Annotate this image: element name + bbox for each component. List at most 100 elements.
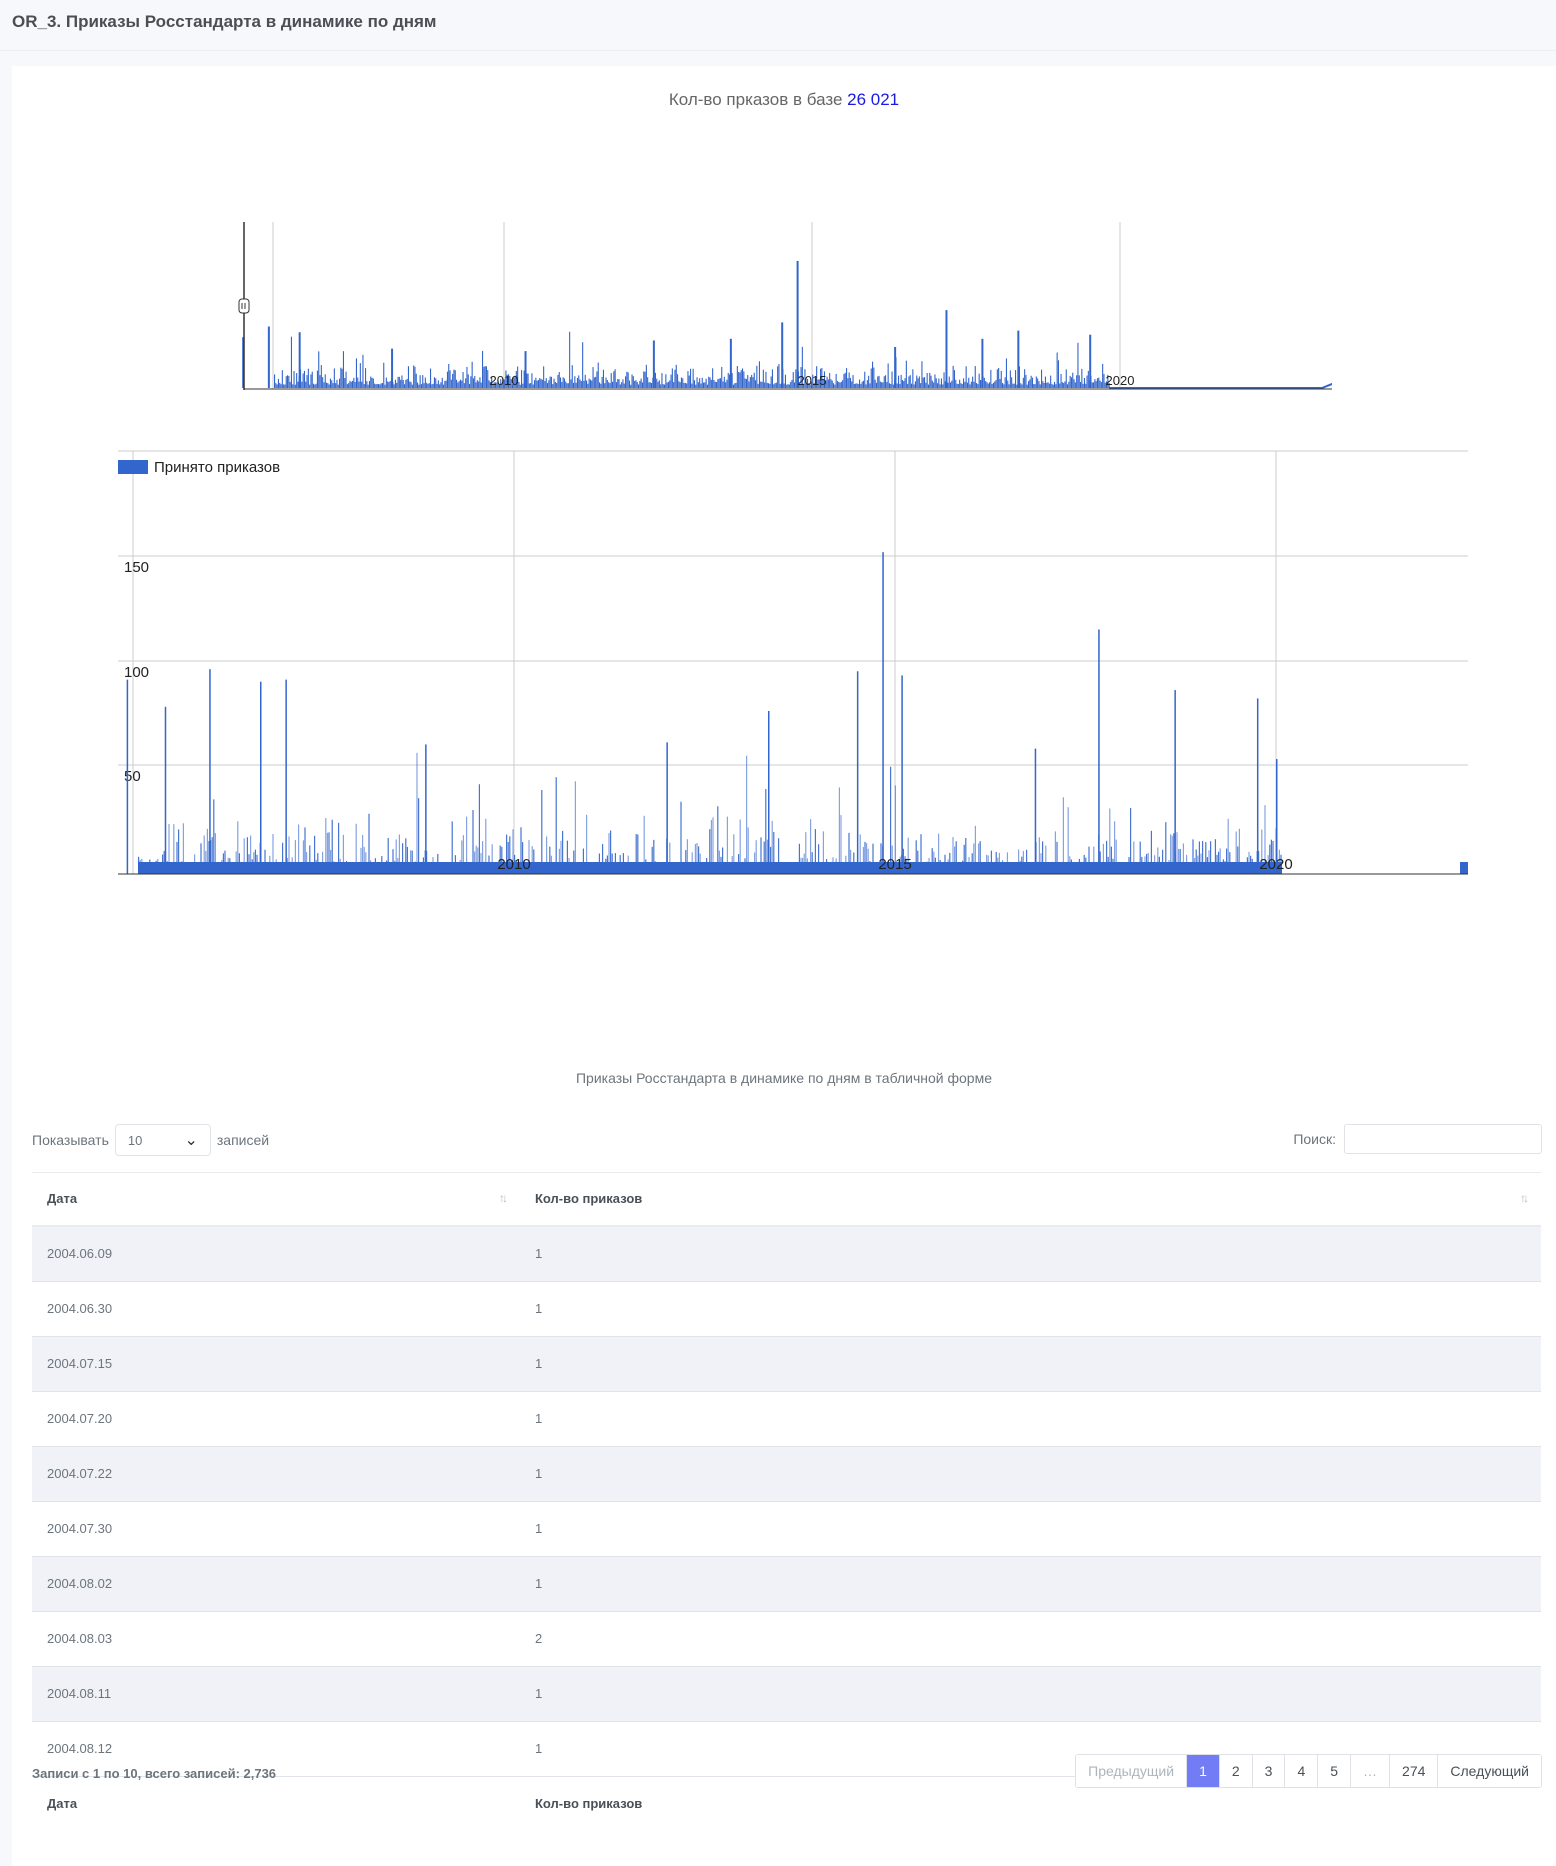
page-length-select[interactable]: 10 ⌄ [114, 1124, 211, 1156]
noise-bar [176, 841, 178, 874]
pagination-page-4[interactable]: 4 [1284, 1755, 1318, 1787]
nav-bar [367, 384, 369, 388]
nav-bar [511, 384, 513, 388]
nav-peak-bar [267, 326, 270, 388]
range-navigator-chart[interactable]: 2010 2015 2020 [232, 180, 1332, 400]
noise-bar [890, 766, 892, 874]
nav-bar [658, 380, 660, 388]
nav-bar [401, 375, 403, 388]
orders-count-label: Кол-во прказов в базе [668, 90, 843, 109]
nav-bar [441, 377, 443, 388]
nav-bar [764, 382, 766, 388]
nav-bar [859, 379, 861, 388]
noise-bar [360, 847, 362, 874]
noise-bar [402, 843, 404, 874]
nav-bar [862, 380, 864, 388]
nav-bar [1059, 383, 1061, 388]
nav-bar [350, 381, 352, 388]
nav-bar [820, 368, 822, 388]
nav-bar [755, 380, 757, 388]
nav-bar [846, 368, 848, 388]
noise-bar [840, 815, 842, 874]
nav-bar [604, 383, 606, 388]
pagination-page-1[interactable]: 1 [1186, 1755, 1219, 1787]
noise-bar [850, 849, 852, 874]
cell-count: 1 [520, 1665, 1541, 1721]
peak-bar [882, 552, 884, 874]
noise-bar [368, 813, 370, 874]
noise-bar [1139, 841, 1141, 874]
noise-bar [461, 840, 463, 874]
pagination-page-274[interactable]: 274 [1389, 1755, 1438, 1787]
noise-bar [778, 838, 780, 874]
nav-bar [669, 380, 671, 388]
pagination-page-2[interactable]: 2 [1218, 1755, 1252, 1787]
nav-bar [924, 377, 926, 388]
nav-bar [991, 384, 993, 388]
nav-bar [927, 384, 929, 388]
nav-bar [1099, 380, 1101, 388]
column-header-date[interactable]: Дата ↑↓ [32, 1172, 520, 1227]
noise-bar [872, 843, 874, 874]
nav-bar [826, 376, 828, 388]
pagination-page-3[interactable]: 3 [1251, 1755, 1285, 1787]
range-left-handle[interactable] [238, 298, 250, 314]
nav-bar [569, 331, 571, 388]
noise-bar [326, 832, 328, 874]
nav-peak-bar [981, 338, 984, 388]
nav-bar [409, 381, 411, 388]
noise-bar [566, 840, 568, 874]
nav-bar [478, 381, 480, 388]
nav-peak-bar [729, 338, 732, 388]
nav-bar [856, 383, 858, 388]
nav-bar [281, 370, 283, 388]
nav-bar [900, 374, 902, 388]
nav-bar [530, 383, 532, 388]
nav-bar [1069, 375, 1071, 388]
noise-bar [712, 817, 714, 874]
noise-bar [491, 844, 493, 874]
nav-bar [439, 384, 441, 388]
nav-bar [799, 384, 801, 388]
nav-bar [950, 382, 952, 388]
nav-bar [423, 383, 425, 388]
nav-bar [778, 364, 780, 388]
nav-bar [1107, 374, 1109, 388]
nav-bar [937, 383, 939, 388]
nav-bar [625, 376, 627, 388]
nav-bar [368, 380, 370, 388]
nav-bar [283, 384, 285, 388]
nav-bar [1060, 374, 1062, 388]
noise-bar [717, 806, 719, 874]
nav-bar [413, 365, 415, 388]
noise-bar [1067, 807, 1069, 874]
nav-bar [727, 372, 729, 388]
table-row: 2004.08.03 2 [32, 1610, 1541, 1666]
noise-bar [1235, 831, 1237, 874]
nav-bar [1048, 383, 1050, 388]
cell-date: 2004.08.03 [32, 1610, 520, 1666]
peak-bar [260, 681, 262, 874]
nav-bar [456, 379, 458, 388]
nav-bar [851, 381, 853, 388]
nav-bar [314, 384, 316, 388]
y-tick-label: 100 [124, 664, 149, 681]
pagination-previous[interactable]: Предыдущий [1076, 1755, 1187, 1787]
noise-bar [304, 827, 306, 874]
nav-bar [966, 382, 968, 388]
nav-bar [619, 384, 621, 388]
nav-bar [539, 378, 541, 388]
nav-bar [808, 383, 810, 388]
noise-bar [739, 819, 741, 874]
nav-bar [615, 382, 617, 388]
pagination-page-5[interactable]: 5 [1317, 1755, 1351, 1787]
column-header-count[interactable]: Кол-во приказов ↑↓ [520, 1172, 1541, 1227]
nav-bar [526, 373, 528, 388]
nav-bar [833, 383, 835, 388]
noise-bar [1173, 833, 1175, 874]
search-input[interactable] [1344, 1124, 1542, 1154]
pagination-next[interactable]: Следующий [1437, 1755, 1541, 1787]
nav-bar [883, 376, 885, 388]
noise-bar [355, 823, 357, 874]
nav-bar [1093, 382, 1095, 388]
